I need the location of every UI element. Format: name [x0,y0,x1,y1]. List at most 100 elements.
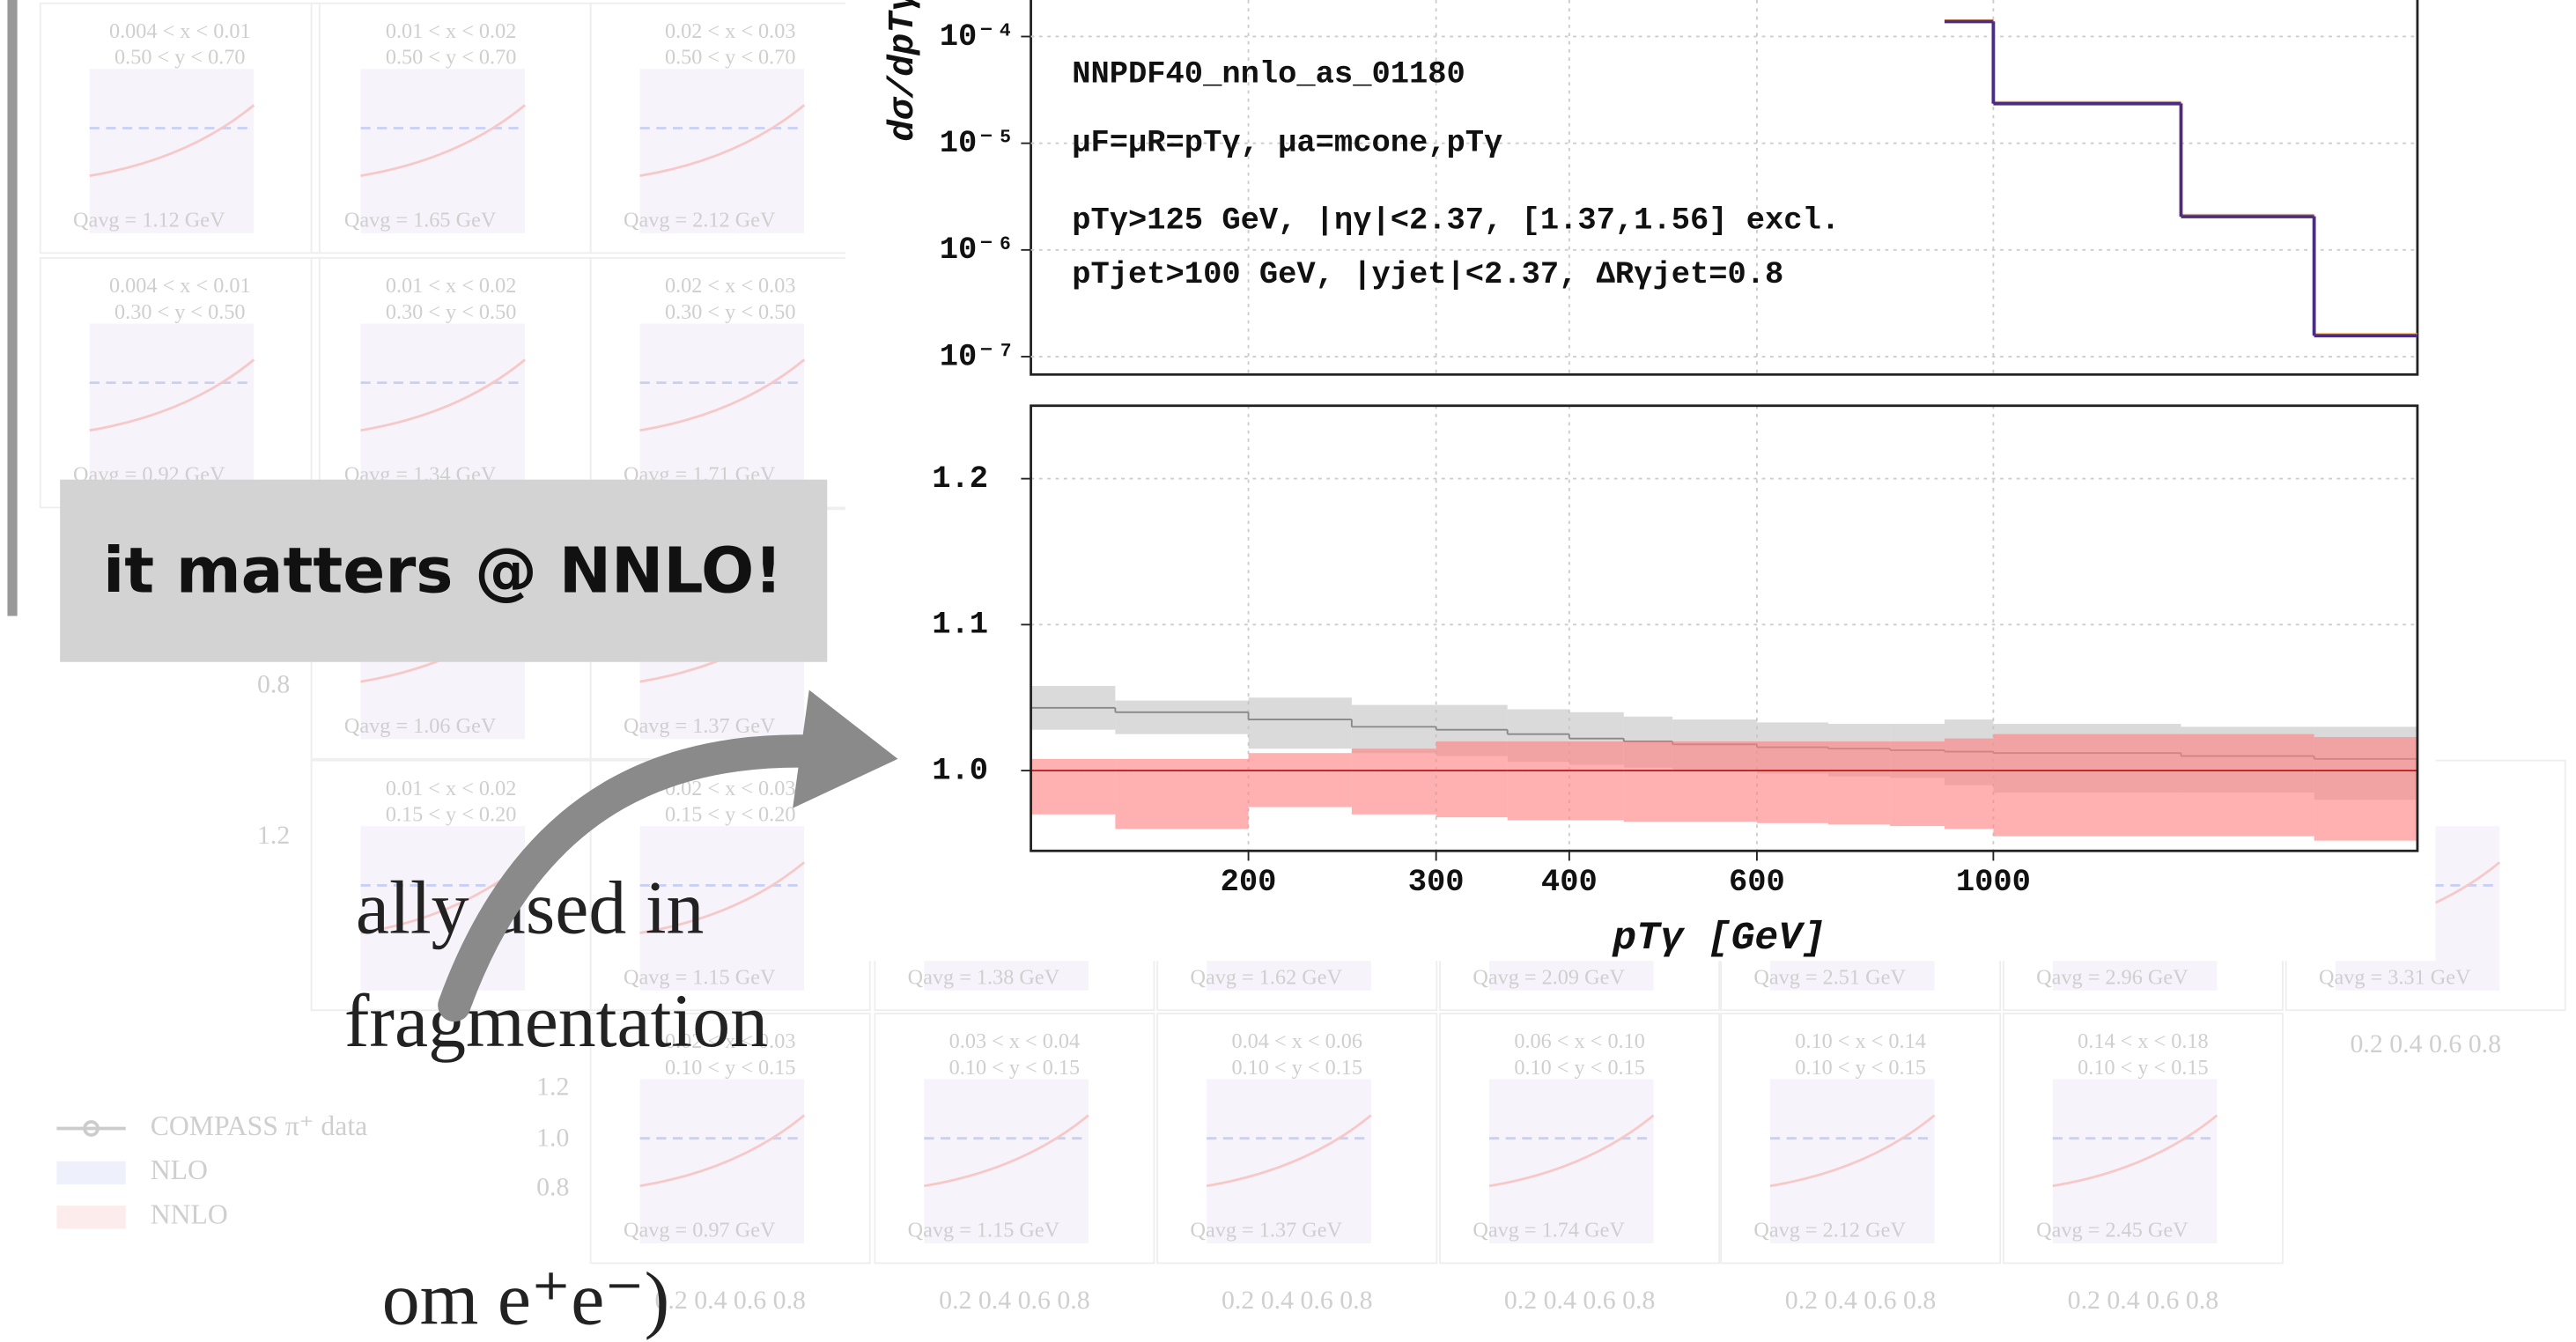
side-bar [7,0,17,616]
band [1508,741,1569,821]
panel-q: Qavg = 2.51 GeV [1753,965,1906,989]
panel-x-range: 0.10 < x < 0.14 [1795,1029,1926,1053]
band [1624,741,1672,822]
x-tick-label: 400 [1541,864,1598,900]
panel-y-range: 0.30 < y < 0.50 [114,300,246,324]
band [1436,741,1508,817]
panel-x-range: 0.14 < x < 0.18 [2078,1029,2209,1053]
legend-label: COMPASS π⁺ data [151,1110,368,1141]
y-tick-label: 10⁻⁶ [940,232,1015,268]
band [1115,759,1248,830]
panel-y-range: 0.15 < y < 0.20 [665,803,796,827]
panel-q: Qavg = 1.12 GeV [73,208,225,232]
band [1352,748,1436,815]
panel-q: Qavg = 1.74 GeV [1473,1219,1625,1242]
panel-q: Qavg = 2.96 GeV [2036,965,2188,989]
panel-q: Qavg = 1.38 GeV [908,965,1060,989]
panel-y-range: 0.30 < y < 0.50 [665,300,796,324]
band [1352,705,1436,754]
slide-text: om e⁺e⁻) [382,1257,669,1340]
legend-label: NNLO [151,1199,228,1230]
panel-q: Qavg = 1.62 GeV [1191,965,1343,989]
panel-y-range: 0.10 < y < 0.15 [1514,1056,1645,1080]
y-tick-label: 1.1 [932,607,988,643]
x-tick-label: 600 [1729,864,1785,900]
callout-text: it matters @ NNLO! [103,534,783,607]
panel-x-range: 0.01 < x < 0.02 [386,19,517,43]
band [1249,753,1352,807]
x-tick-label: 1000 [1956,864,2031,900]
slide-text: fragmentation [344,979,768,1063]
axis-ticks: 0.2 0.4 0.6 0.8 [939,1286,1090,1315]
panel-q: Qavg = 2.12 GeV [1753,1219,1906,1242]
band [1757,741,1828,823]
axis-ticks: 0.2 0.4 0.6 0.8 [1222,1286,1373,1315]
annotation: μF=μR=pTγ, μa=mcone,pTγ [1072,125,1502,161]
panel-q: Qavg = 0.97 GeV [624,1219,776,1242]
panel-y-range: 0.10 < y < 0.15 [2078,1056,2209,1080]
y-tick-label: 1.2 [932,461,988,497]
band [1993,734,2181,837]
axis-ticks: 0.2 0.4 0.6 0.8 [2068,1286,2219,1315]
band [2314,737,2417,841]
panel-q: Qavg = 2.12 GeV [624,208,776,232]
legend-patch [56,1161,125,1184]
panel-x-range: 0.004 < x < 0.01 [109,19,251,43]
panel-y-range: 0.10 < y < 0.15 [1795,1056,1926,1080]
panel-x-range: 0.04 < x < 0.06 [1232,1029,1363,1053]
y-tick-label: 10⁻⁷ [940,338,1015,374]
annotation: pTγ>125 GeV, |ηγ|<2.37, [1.37,1.56] excl… [1072,202,1840,238]
panel-x-range: 0.06 < x < 0.10 [1514,1029,1645,1053]
panel-x-range: 0.004 < x < 0.01 [109,274,251,298]
y-tick-label: 1.0 [932,752,988,788]
panel-x-range: 0.01 < x < 0.02 [386,777,517,800]
axis-ticks: 0.2 0.4 0.6 0.8 [1504,1286,1656,1315]
panel-q: Qavg = 3.31 GeV [2319,965,2471,989]
faint-tick: 1.2 [257,821,290,850]
chart: 10⁻⁴ 10⁻⁵ 10⁻⁶ 10⁻⁷ dσ/dpTγ NNPDF40_nnlo_as_0… [883,0,2417,961]
faint-tick: 0.8 [536,1172,569,1201]
panel-x-range: 0.02 < x < 0.03 [665,19,796,43]
panel-y-range: 0.50 < y < 0.70 [114,46,246,70]
panel-q: Qavg = 1.37 GeV [624,714,776,738]
band [2181,734,2314,837]
panel-y-range: 0.50 < y < 0.70 [386,46,517,70]
panel-q: Qavg = 2.09 GeV [1473,965,1625,989]
axis-ticks: 0.2 0.4 0.6 0.8 [654,1286,806,1315]
panel-y-range: 0.30 < y < 0.50 [386,300,517,324]
legend-patch [56,1206,125,1228]
band [1569,741,1624,821]
panel-y-range: 0.10 < y < 0.15 [949,1056,1081,1080]
faint-tick: 1.2 [536,1073,569,1102]
y-axis-label: dσ/dpTγ [883,0,924,142]
y-tick-label: 10⁻⁵ [940,125,1015,161]
band [1672,741,1757,822]
panel-q: Qavg = 1.15 GeV [908,1219,1060,1242]
slide: 0.004 < x < 0.01 0.50 < y < 0.70 Qavg = 1.… [0,0,2576,1342]
panel-y-range: 0.50 < y < 0.70 [665,46,796,70]
panel-x-range: 0.03 < x < 0.04 [949,1029,1081,1053]
band [1115,701,1248,734]
annotation: NNPDF40_nnlo_as_01180 [1072,55,1465,92]
panel-y-range: 0.10 < y < 0.15 [1232,1056,1363,1080]
band [1031,759,1116,815]
legend-label: NLO [151,1154,208,1185]
band [1249,697,1352,748]
x-axis-label: pTγ [GeV] [1612,917,1826,961]
faint-tick: 0.8 [257,670,290,699]
band [1945,739,1993,830]
panel-x-range: 0.01 < x < 0.02 [386,274,517,298]
x-tick-label: 200 [1221,864,1277,900]
band [1890,741,1945,826]
x-tick-label: 300 [1408,864,1465,900]
axis-ticks: 0.2 0.4 0.6 0.8 [2351,1029,2502,1058]
faint-tick: 1.0 [536,1123,569,1152]
band [1828,741,1890,824]
annotation: pTjet>100 GeV, |yjet|<2.37, ΔRγjet=0.8 [1072,256,1783,292]
panel-q: Qavg = 1.65 GeV [344,208,497,232]
y-tick-label: 10⁻⁴ [940,18,1015,55]
panel-x-range: 0.02 < x < 0.03 [665,274,796,298]
panel-q: Qavg = 1.37 GeV [1191,1219,1343,1242]
panel-q: Qavg = 1.06 GeV [344,714,497,738]
axis-ticks: 0.2 0.4 0.6 0.8 [1785,1286,1937,1315]
